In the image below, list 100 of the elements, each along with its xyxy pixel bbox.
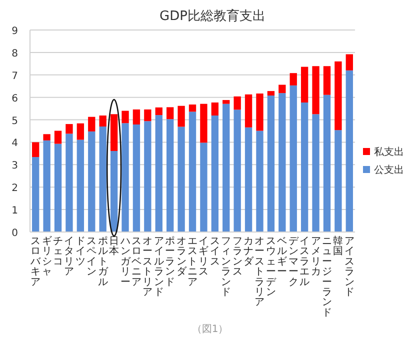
bar (234, 96, 241, 110)
bar (166, 107, 174, 120)
bar (222, 104, 230, 232)
bar (267, 96, 275, 232)
bar (166, 119, 174, 232)
x-tick-label: 韓国 (333, 235, 344, 258)
x-tick-label: オランダ (176, 236, 188, 278)
bar (43, 134, 50, 140)
x-tick-label: フィンランド (221, 236, 232, 298)
y-tick-label: 2 (12, 183, 18, 194)
bar (54, 144, 62, 232)
bar (110, 150, 118, 232)
bar (278, 93, 286, 232)
bar (188, 112, 196, 232)
bar (155, 115, 162, 232)
bar (178, 126, 185, 232)
bar (99, 116, 106, 127)
bar (211, 116, 218, 232)
bar (122, 123, 129, 232)
x-tick-label: オーストラリア (254, 236, 265, 308)
x-tick-label: 日本 (109, 236, 120, 258)
y-tick-label: 5 (12, 116, 18, 127)
bar (256, 94, 264, 131)
bar (200, 104, 208, 143)
x-tick-label: アイルランド (154, 236, 164, 298)
bar (346, 54, 353, 70)
bar (244, 94, 252, 128)
bar (346, 70, 353, 232)
bar (155, 107, 162, 116)
bar (290, 85, 297, 232)
bar (32, 157, 40, 232)
x-tick-label: エストニア (188, 236, 198, 288)
x-tick-label: スロベニア (131, 236, 142, 288)
y-tick-label: 4 (12, 138, 18, 150)
bar (32, 142, 40, 158)
bar (110, 114, 118, 151)
bar (300, 102, 308, 232)
x-tick-label: スウェーデン (266, 236, 277, 298)
y-tick-label: 6 (12, 93, 18, 104)
bar (88, 131, 96, 232)
bar (222, 100, 230, 104)
x-tick-label: ポーランド (165, 236, 176, 288)
bar (76, 140, 84, 232)
x-tick-label: ベルギー (277, 236, 288, 278)
bar (290, 73, 297, 86)
x-tick-label: デンマーク (288, 236, 300, 288)
x-tick-label: イスラエル (300, 236, 310, 288)
x-tick-label: ギリシャ (42, 235, 52, 278)
bar (144, 109, 152, 122)
bar (66, 134, 73, 232)
x-tick-label: アイスランド (344, 236, 354, 298)
bar (76, 123, 84, 140)
bar (211, 102, 218, 116)
bar (244, 127, 252, 232)
bar (256, 130, 264, 232)
x-tick-label: ニュージーランド (322, 236, 332, 318)
bar (200, 142, 208, 232)
x-tick-label: フランス (232, 236, 242, 278)
bar (267, 91, 275, 96)
bar (66, 124, 73, 134)
bar (132, 124, 140, 232)
bar (178, 106, 185, 127)
x-tick-label: ポルトガル (98, 236, 109, 288)
x-tick-label: チェコ (53, 236, 64, 268)
bar (323, 66, 331, 95)
bar (43, 140, 50, 232)
x-tick-label: カナダ (244, 236, 255, 268)
bar (132, 109, 140, 124)
bar (234, 110, 241, 232)
bar (122, 110, 129, 124)
chart-title: GDP比総教育支出 (160, 8, 266, 24)
bar (312, 114, 320, 232)
bar (334, 130, 342, 232)
x-tick-label: ハンガリー (119, 236, 132, 288)
y-tick-label: 8 (12, 48, 18, 60)
bar (334, 61, 342, 130)
bar (188, 104, 196, 112)
legend-label: 公支出 (374, 164, 404, 176)
bar (54, 130, 62, 144)
x-tick-label: アメリカ (310, 236, 321, 278)
y-tick-label: 7 (12, 70, 18, 82)
bar (323, 94, 331, 232)
bar (300, 66, 308, 102)
legend-label: 私支出 (374, 146, 404, 158)
x-tick-label: スペイン (86, 236, 97, 278)
x-tick-label: オーストリア (142, 236, 153, 298)
bar (144, 121, 152, 232)
bar (88, 116, 96, 132)
y-tick-label: 3 (12, 160, 18, 172)
bar (312, 66, 320, 114)
y-tick-label: 9 (12, 26, 18, 37)
x-tick-label: スロバキア (30, 236, 42, 288)
bar (278, 84, 286, 94)
bar (99, 126, 106, 232)
x-tick-label: ドイツ (75, 236, 86, 268)
text: （図1） (192, 324, 228, 335)
x-tick-label: スイス (210, 236, 220, 268)
x-tick-label: イタリア (64, 236, 74, 278)
x-tick-label: イギリス (198, 236, 209, 278)
y-tick-label: 1 (12, 206, 18, 217)
